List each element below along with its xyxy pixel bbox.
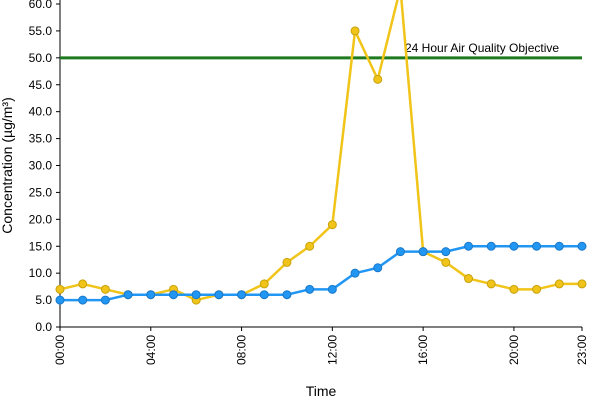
- data-point: [441, 247, 451, 257]
- data-point: [282, 290, 292, 300]
- y-tick-label: 25.0: [29, 185, 53, 199]
- y-tick-label: 5.0: [35, 293, 52, 307]
- data-point: [418, 247, 428, 257]
- reference-line-label: 24 Hour Air Quality Objective: [405, 41, 559, 55]
- data-point: [509, 284, 519, 294]
- y-tick-label: 10.0: [29, 266, 53, 280]
- data-point: [486, 241, 496, 251]
- data-point: [100, 284, 110, 294]
- series-line: [60, 245, 582, 302]
- y-tick-label: 55.0: [29, 24, 53, 38]
- x-tick-label: 20:00: [507, 335, 521, 365]
- data-point: [259, 290, 269, 300]
- y-tick-label: 30.0: [29, 159, 53, 173]
- data-point: [191, 290, 201, 300]
- data-point: [327, 284, 337, 294]
- data-point: [373, 263, 383, 273]
- data-point: [441, 257, 451, 267]
- y-axis-title: Concentration (µg/m³): [0, 97, 15, 233]
- data-point: [577, 279, 587, 289]
- x-tick-label: 08:00: [235, 335, 249, 365]
- data-point: [305, 284, 315, 294]
- data-point: [55, 284, 65, 294]
- data-point: [486, 279, 496, 289]
- data-point: [554, 241, 564, 251]
- x-tick-label: 23:00: [575, 335, 589, 365]
- y-tick-label: 0.0: [35, 320, 52, 334]
- x-axis: 00:00 04:00 08:00 12:00 16:00 20:00 23:00: [53, 326, 589, 365]
- data-point: [168, 290, 178, 300]
- data-point: [327, 220, 337, 230]
- data-point: [100, 295, 110, 305]
- data-point: [282, 257, 292, 267]
- data-point: [554, 279, 564, 289]
- data-point: [214, 290, 224, 300]
- data-point: [395, 247, 405, 257]
- y-tick-label: 15.0: [29, 239, 53, 253]
- y-tick-label: 50.0: [29, 51, 53, 65]
- reference-line-group: 24 Hour Air Quality Objective: [60, 41, 582, 60]
- data-point: [350, 26, 360, 36]
- data-point: [123, 290, 133, 300]
- x-tick-label: 12:00: [325, 335, 339, 365]
- data-point: [509, 241, 519, 251]
- data-point: [373, 74, 383, 84]
- x-tick-label: 16:00: [416, 335, 430, 365]
- y-tick-label: 60.0: [29, 0, 53, 11]
- data-point: [55, 295, 65, 305]
- y-tick-label: 40.0: [29, 105, 53, 119]
- series-2: [55, 241, 587, 305]
- data-point: [305, 241, 315, 251]
- y-tick-label: 45.0: [29, 78, 53, 92]
- x-tick-label: 04:00: [144, 335, 158, 365]
- data-point: [78, 279, 88, 289]
- data-point: [259, 279, 269, 289]
- data-point: [532, 241, 542, 251]
- data-point: [350, 268, 360, 278]
- y-axis: 0.0 5.0 10.0 15.0 20.0 25.0 30.0 35.0 40.0 45.0 50…: [29, 0, 61, 334]
- y-tick-label: 35.0: [29, 132, 53, 146]
- y-tick-label: 20.0: [29, 212, 53, 226]
- x-tick-label: 00:00: [53, 335, 67, 365]
- data-point: [577, 241, 587, 251]
- data-point: [78, 295, 88, 305]
- data-point: [237, 290, 247, 300]
- data-point: [464, 274, 474, 284]
- series-group: [55, 0, 587, 305]
- x-axis-title: Time: [306, 383, 337, 399]
- data-point: [464, 241, 474, 251]
- data-point: [146, 290, 156, 300]
- data-point: [532, 284, 542, 294]
